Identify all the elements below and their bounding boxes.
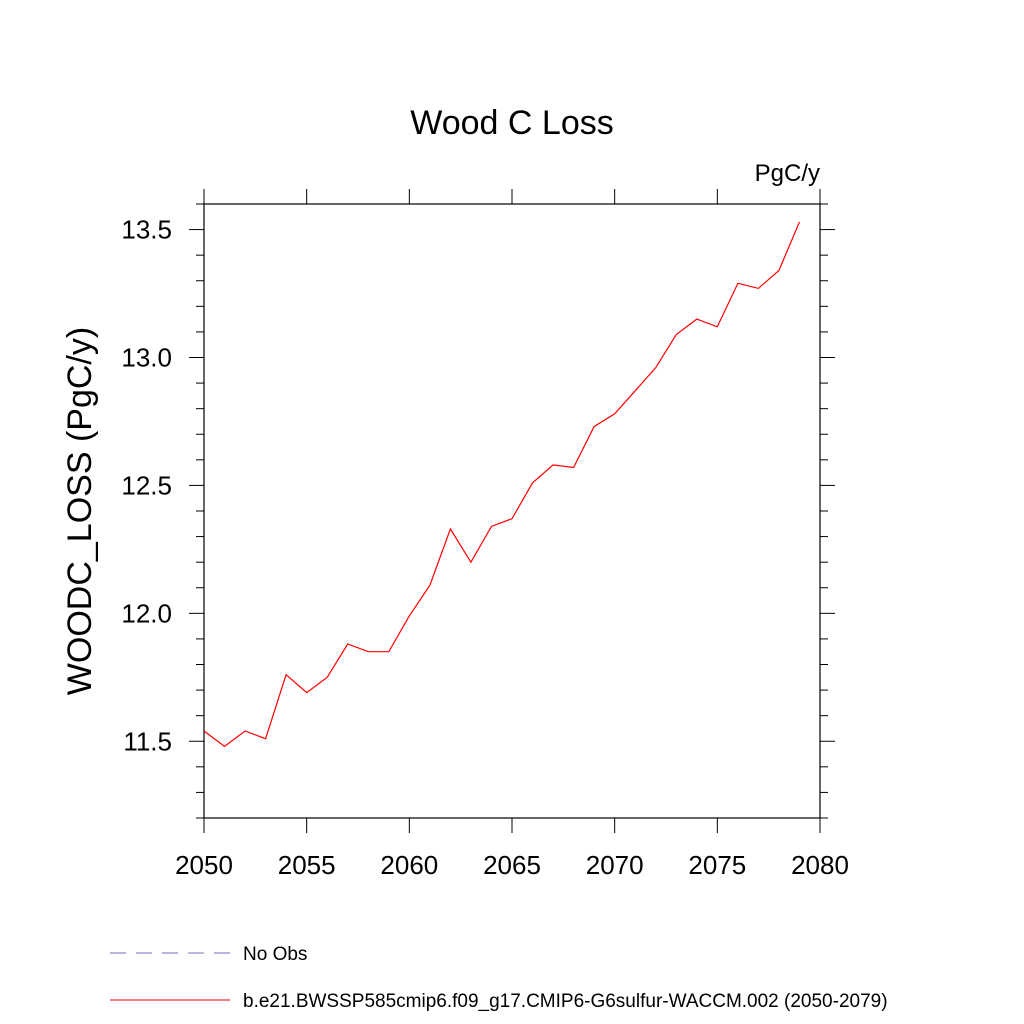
x-tick-label: 2075 xyxy=(688,850,746,880)
x-tick-label: 2055 xyxy=(278,850,336,880)
legend-label: b.e21.BWSSP585cmip6.f09_g17.CMIP6-G6sulf… xyxy=(243,991,888,1012)
series-line xyxy=(203,221,801,748)
x-tick-label: 2050 xyxy=(175,850,233,880)
axis-ticks xyxy=(189,189,835,833)
plot-frame xyxy=(203,203,821,819)
y-tick-label: 13.5 xyxy=(121,215,172,245)
x-tick-label: 2065 xyxy=(483,850,541,880)
units-label: PgC/y xyxy=(755,160,820,187)
y-tick-label: 11.5 xyxy=(123,726,172,756)
y-tick-label: 12.5 xyxy=(121,470,172,500)
y-axis-label: WOODC_LOSS (PgC/y) xyxy=(61,327,99,695)
x-tick-label: 2080 xyxy=(791,850,849,880)
legend: No Obs b.e21.BWSSP585cmip6.f09_g17.CMIP6-… xyxy=(110,944,888,1012)
x-tick-label: 2060 xyxy=(380,850,438,880)
chart-title: Wood C Loss xyxy=(410,104,613,142)
y-tick-label: 12.0 xyxy=(121,598,172,628)
tick-labels: 2050 2055 2060 2065 2070 2075 2080 11.5 12.0 12.5… xyxy=(121,215,849,880)
x-tick-label: 2070 xyxy=(586,850,644,880)
y-tick-label: 13.0 xyxy=(121,343,172,373)
series-layer xyxy=(203,221,801,748)
legend-label: No Obs xyxy=(243,944,307,965)
